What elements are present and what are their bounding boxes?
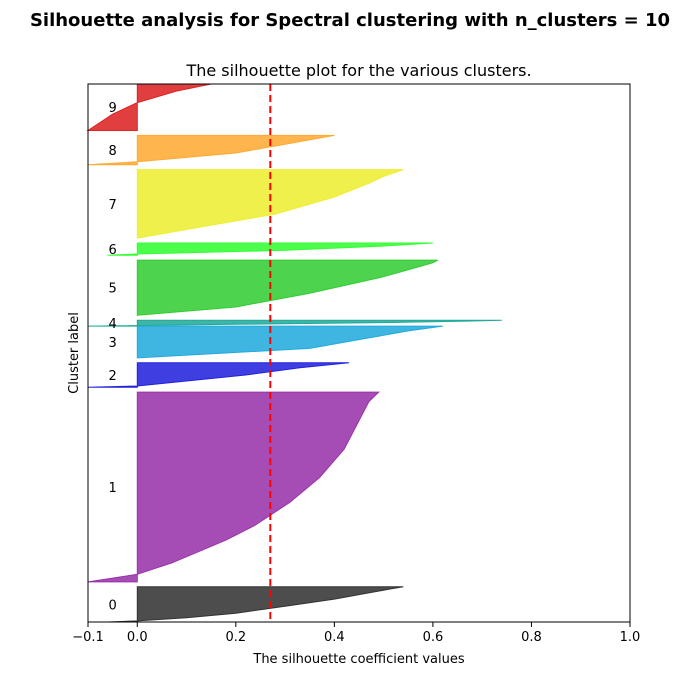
chart-title: The silhouette plot for the various clus…	[185, 61, 531, 80]
cluster-label-0: 0	[108, 598, 116, 613]
cluster-label-8: 8	[108, 144, 116, 159]
x-tick-label: 1.0	[620, 630, 641, 645]
cluster-4-silhouette	[87, 319, 502, 327]
cluster-label-6: 6	[108, 243, 116, 258]
x-tick-label: 0.4	[324, 630, 345, 645]
cluster-8-silhouette	[87, 134, 335, 166]
x-axis-label: The silhouette coefficient values	[252, 652, 464, 667]
x-tick-label: 0.2	[225, 630, 246, 645]
cluster-label-4: 4	[108, 317, 116, 332]
cluster-label-5: 5	[108, 282, 116, 297]
cluster-label-1: 1	[108, 481, 116, 496]
figure-title: Silhouette analysis for Spectral cluster…	[29, 10, 671, 31]
cluster-label-7: 7	[108, 198, 116, 213]
plot-frame	[87, 83, 631, 623]
cluster-label-2: 2	[108, 369, 116, 384]
cluster-1-silhouette	[87, 391, 380, 583]
y-axis-label: Cluster label	[67, 312, 82, 394]
cluster-7-silhouette	[136, 169, 404, 239]
x-tick-label: 0.0	[127, 630, 148, 645]
cluster-3-silhouette	[136, 325, 443, 359]
x-tick-label: 0.6	[423, 630, 444, 645]
x-tick-label: 0.8	[521, 630, 542, 645]
x-tick-label: −0.1	[72, 630, 104, 645]
cluster-labels: 0 1 2 3 4 5 6 7 8 9	[108, 101, 116, 613]
cluster-9-silhouette	[86, 83, 212, 131]
cluster-areas	[86, 83, 502, 623]
cluster-5-silhouette	[136, 259, 439, 316]
cluster-2-silhouette	[87, 362, 350, 388]
x-axis-ticks: −0.1 0.0 0.2 0.4 0.6 0.8 1.0	[72, 622, 640, 645]
cluster-label-9: 9	[108, 101, 116, 116]
cluster-0-silhouette	[107, 586, 404, 623]
cluster-label-3: 3	[108, 336, 116, 351]
